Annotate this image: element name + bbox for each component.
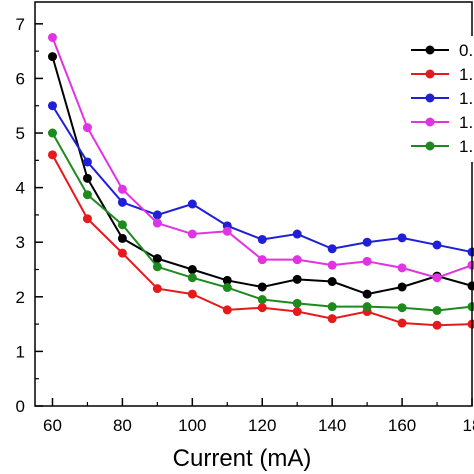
data-point: [397, 263, 407, 273]
data-point: [257, 282, 267, 292]
data-point: [362, 289, 372, 299]
y-tick-label: 1: [16, 342, 25, 361]
data-point: [117, 233, 127, 243]
legend-swatch-marker: [425, 45, 435, 55]
data-point: [467, 281, 474, 291]
legend-swatch-marker: [425, 93, 435, 103]
data-point: [397, 282, 407, 292]
x-tick-label: 120: [248, 416, 276, 435]
x-axis: 60 80 100 120 140 160 18: [43, 398, 474, 435]
legend-entry-label: 1.: [459, 113, 473, 132]
data-point: [362, 237, 372, 247]
plot-frame: [34, 1, 473, 407]
data-point: [47, 150, 57, 160]
data-point: [397, 318, 407, 328]
data-point: [362, 256, 372, 266]
legend-entry-label: 1.: [459, 65, 473, 84]
x-tick-label: 140: [318, 416, 346, 435]
data-point: [467, 302, 474, 312]
data-point: [327, 260, 337, 270]
y-tick-label: 3: [16, 233, 25, 252]
legend-swatch-marker: [425, 141, 435, 151]
y-tick-label: 5: [16, 124, 25, 143]
data-point: [82, 157, 92, 167]
y-tick-label: 0: [16, 397, 25, 416]
data-point: [432, 240, 442, 250]
data-point: [117, 248, 127, 258]
data-point: [152, 262, 162, 272]
data-point: [187, 265, 197, 275]
data-point: [222, 283, 232, 293]
data-point: [257, 234, 267, 244]
data-point: [152, 218, 162, 228]
x-axis-title: Current (mA): [173, 445, 312, 472]
data-point: [292, 307, 302, 317]
data-point: [187, 289, 197, 299]
data-point: [47, 128, 57, 138]
data-point: [397, 303, 407, 313]
data-point: [327, 302, 337, 312]
data-point: [47, 101, 57, 111]
data-point: [327, 314, 337, 324]
data-point: [117, 197, 127, 207]
legend-entry-label: 1.: [459, 89, 473, 108]
data-point: [397, 233, 407, 243]
data-point: [257, 303, 267, 313]
data-point: [117, 220, 127, 230]
data-point: [47, 32, 57, 42]
data-point: [152, 210, 162, 220]
data-point: [327, 277, 337, 287]
x-tick-label: 100: [178, 416, 206, 435]
data-point: [327, 244, 337, 254]
y-axis: 0 1 2 3 4 5 6 7: [16, 15, 43, 416]
legend-entry-label: 1.: [459, 137, 473, 156]
data-point: [292, 274, 302, 284]
legend-entry-label: 0.: [459, 41, 473, 60]
data-point: [362, 302, 372, 312]
data-point: [82, 123, 92, 133]
y-tick-label: 7: [16, 15, 25, 34]
data-point: [82, 214, 92, 224]
y-tick-label: 2: [16, 288, 25, 307]
plot-series-group: [47, 32, 474, 330]
data-point: [467, 319, 474, 329]
data-point: [117, 184, 127, 194]
data-point: [187, 199, 197, 209]
data-point: [152, 284, 162, 294]
data-point: [152, 254, 162, 264]
data-point: [222, 305, 232, 315]
data-point: [432, 320, 442, 330]
data-point: [467, 247, 474, 257]
legend-swatch-marker: [425, 117, 435, 127]
data-point: [467, 260, 474, 270]
data-point: [292, 255, 302, 265]
data-point: [187, 273, 197, 283]
data-point: [432, 273, 442, 283]
data-point: [82, 173, 92, 183]
x-tick-label: 160: [388, 416, 416, 435]
x-tick-label: 18: [463, 416, 474, 435]
legend-swatch-marker: [425, 69, 435, 79]
y-tick-label: 6: [16, 69, 25, 88]
legend: 0. 1. 1. 1. 1.: [405, 36, 474, 162]
data-point: [47, 52, 57, 62]
data-point: [292, 229, 302, 239]
x-tick-label: 80: [113, 416, 132, 435]
data-point: [187, 229, 197, 239]
data-point: [257, 295, 267, 305]
x-tick-label: 60: [43, 416, 62, 435]
data-point: [432, 305, 442, 315]
data-point: [222, 275, 232, 285]
data-point: [257, 255, 267, 265]
y-tick-label: 4: [16, 179, 25, 198]
data-point: [222, 226, 232, 236]
data-point: [82, 190, 92, 200]
data-point: [292, 298, 302, 308]
